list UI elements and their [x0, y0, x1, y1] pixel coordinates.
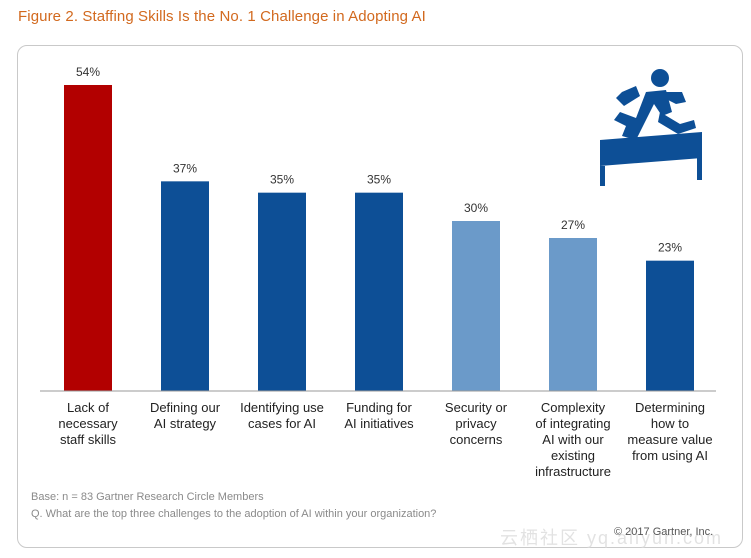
- bars-layer: [64, 85, 694, 391]
- bar-3: [258, 192, 306, 391]
- category-label-7: Determining how to measure value from using…: [627, 400, 712, 463]
- value-label-4: 35%: [367, 173, 391, 187]
- category-label-4: Funding for AI initiatives: [344, 400, 414, 431]
- value-label-3: 35%: [270, 173, 294, 187]
- bar-6: [549, 238, 597, 391]
- question-note: Q. What are the top three challenges to …: [31, 508, 437, 520]
- value-label-6: 27%: [561, 218, 585, 232]
- value-label-5: 30%: [464, 201, 488, 215]
- labels-layer: 54% Lack of necessary staff skills 37% Defini…: [58, 65, 712, 479]
- value-label-1: 54%: [76, 65, 100, 79]
- bar-2: [161, 181, 209, 391]
- watermark: 云栖社区 yq.aliyun.com: [500, 528, 724, 548]
- bar-1: [64, 85, 112, 391]
- copyright: © 2017 Gartner, Inc.: [614, 526, 714, 538]
- category-label-3: Identifying use cases for AI: [240, 400, 324, 431]
- bar-7: [646, 260, 694, 391]
- category-label-2: Defining our AI strategy: [150, 400, 221, 431]
- value-label-2: 37%: [173, 161, 197, 175]
- value-label-7: 23%: [658, 241, 682, 255]
- bar-5: [452, 221, 500, 391]
- chart-frame: [17, 45, 743, 548]
- category-label-5: Security or privacy concerns: [445, 400, 508, 447]
- category-label-6: Complexity of integrating AI with our exist…: [535, 400, 611, 479]
- figure-title: Figure 2. Staffing Skills Is the No. 1 C…: [18, 8, 426, 25]
- category-label-1: Lack of necessary staff skills: [58, 400, 118, 447]
- runner-hurdle-icon: [600, 69, 702, 186]
- base-note: Base: n = 83 Gartner Research Circle Mem…: [31, 491, 264, 503]
- bar-4: [355, 192, 403, 391]
